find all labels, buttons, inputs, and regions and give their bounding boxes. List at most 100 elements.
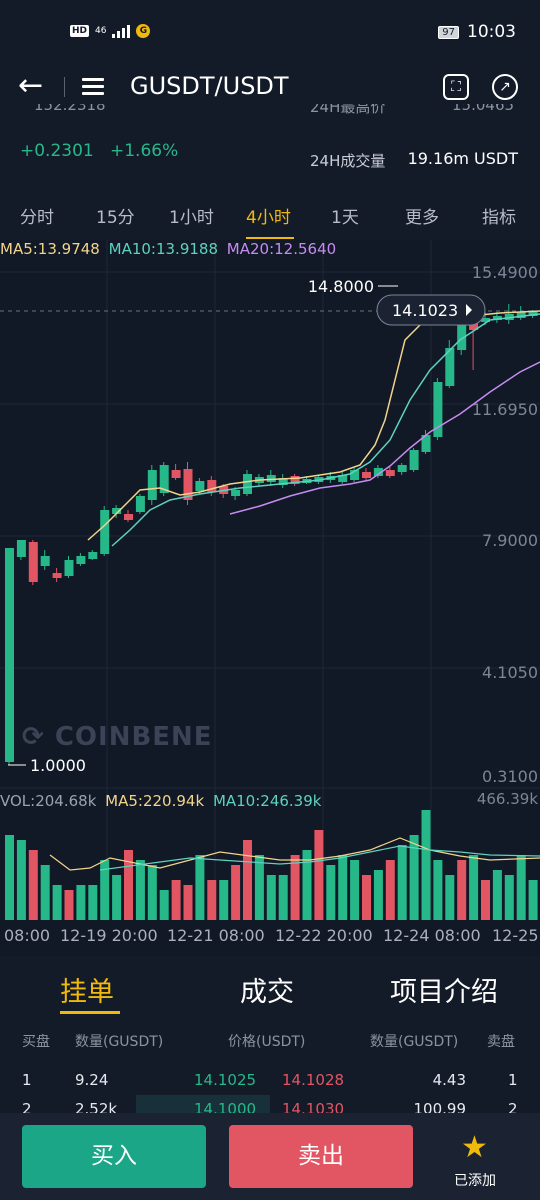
back-arrow-icon[interactable]: ←	[18, 68, 44, 103]
change-abs: +0.2301	[20, 141, 94, 161]
time-axis-label: 12-24 08:00	[383, 926, 481, 945]
volume-bar	[147, 865, 157, 920]
kline-chart[interactable]: 15.4900 11.6950 7.9000 4.1050 0.3100 14.…	[0, 240, 540, 956]
candle	[243, 474, 252, 494]
volume-bar	[492, 870, 502, 920]
hd-badge: HD	[70, 25, 90, 37]
active-panel-tab-underline	[60, 1011, 120, 1014]
vol24-value: 19.16m USDT	[407, 149, 518, 168]
bottom-panel	[0, 956, 540, 1120]
sell-button[interactable]: 卖出	[229, 1125, 413, 1188]
vol-ma10-line	[99, 845, 540, 871]
volume-bar	[302, 850, 312, 920]
clipped-stats-row: 152.2318 24H最高价 15.0465	[0, 104, 540, 124]
tab-4hour[interactable]: 4小时	[246, 208, 291, 228]
candle	[290, 476, 300, 484]
ma10-line	[111, 313, 540, 547]
favorite-label[interactable]: 已添加	[454, 1173, 496, 1189]
tab-indicators[interactable]: 指标	[482, 208, 516, 228]
axis-price-label: 4.1050	[482, 663, 538, 682]
status-left: HD 46 G	[70, 24, 151, 38]
caret-right-icon	[466, 304, 472, 316]
candle	[207, 480, 217, 492]
candle	[183, 469, 193, 500]
ob-ask-idx: 1	[508, 1071, 518, 1089]
ob-header-price: 价格(USDT)	[228, 1034, 306, 1050]
candle	[266, 475, 276, 482]
volume-bar	[135, 860, 145, 920]
candle	[147, 470, 157, 500]
candle	[421, 435, 431, 452]
fullscreen-icon[interactable]: ⛶	[443, 74, 469, 100]
app-notification-icon: G	[136, 24, 151, 38]
tab-15min[interactable]: 15分	[96, 208, 135, 228]
volume-bar	[16, 840, 26, 920]
candle	[159, 465, 169, 493]
ob-ask-qty: 4.43	[432, 1071, 466, 1089]
volume-bar	[207, 880, 217, 920]
candle	[64, 560, 74, 576]
watermark-logo: ⟳ COINBENE	[22, 722, 213, 752]
candle	[528, 312, 538, 316]
volume-bar	[28, 850, 38, 920]
volume-bar	[314, 830, 324, 920]
vol-ma5-value: MA5:220.94k	[105, 792, 205, 810]
buy-button[interactable]: 买入	[22, 1125, 206, 1188]
tab-orders[interactable]: 挂单	[60, 977, 114, 1008]
candle	[433, 382, 443, 437]
volume-bar	[266, 875, 276, 920]
volume-bar	[469, 855, 479, 920]
volume-bar	[504, 875, 514, 920]
vol-value: VOL:204.68k	[0, 792, 97, 810]
candle	[231, 490, 241, 496]
ob-ask-price[interactable]: 14.1028	[282, 1071, 345, 1089]
volume-bar	[409, 835, 419, 920]
vol-legend: VOL:204.68k MA5:220.94k MA10:246.39k	[0, 792, 321, 810]
tab-project-info[interactable]: 项目介绍	[390, 977, 498, 1008]
axis-price-label: 15.4900	[472, 263, 538, 282]
tab-1hour[interactable]: 1小时	[169, 208, 214, 228]
volume-bar	[183, 885, 193, 920]
tab-trades[interactable]: 成交	[240, 977, 294, 1008]
header-divider	[64, 77, 65, 97]
current-price-tag	[376, 294, 486, 326]
time-axis-label: 12-19 20:00	[60, 926, 158, 945]
volume-bar	[326, 865, 336, 920]
low-marker: 1.0000	[30, 756, 86, 775]
volume-bar	[445, 875, 455, 920]
share-icon[interactable]: ↗	[492, 74, 518, 100]
candle	[385, 470, 395, 476]
signal-icon	[112, 24, 131, 38]
high-marker: 14.8000	[308, 277, 374, 296]
volume-bar	[171, 880, 181, 920]
vol24-label: 24H成交量	[310, 152, 386, 170]
current-price: 14.1023	[392, 301, 458, 320]
coinbene-logo-icon: ⟳	[22, 722, 55, 752]
clock: 10:03	[467, 22, 516, 42]
vol-ma5-line	[49, 837, 540, 871]
tab-more[interactable]: 更多	[405, 208, 439, 228]
candle	[457, 322, 467, 350]
candle	[135, 496, 145, 512]
ma20-value: MA20:12.5640	[226, 240, 337, 258]
candle	[409, 450, 419, 470]
ma20-line	[229, 361, 540, 515]
ob-header-ask: 卖盘	[487, 1034, 515, 1050]
volume-bar	[385, 860, 395, 920]
change-pct: +1.66%	[110, 141, 179, 161]
status-right: 97 10:03	[438, 22, 516, 42]
candle	[397, 465, 407, 472]
volume-bar	[195, 855, 205, 920]
tab-timeline[interactable]: 分时	[20, 208, 54, 228]
status-bar: HD 46 G 97 10:03	[0, 0, 540, 64]
candle	[100, 510, 110, 554]
candle	[76, 556, 86, 564]
menu-icon[interactable]	[82, 78, 104, 96]
vol-max-label: 466.39k	[477, 790, 538, 808]
volume-bar	[52, 885, 62, 920]
tab-1day[interactable]: 1天	[331, 208, 359, 228]
candle	[88, 552, 98, 559]
volume-bar	[516, 855, 526, 920]
ob-bid-price[interactable]: 14.1025	[194, 1071, 257, 1089]
favorite-star-icon[interactable]: ★	[461, 1130, 488, 1165]
